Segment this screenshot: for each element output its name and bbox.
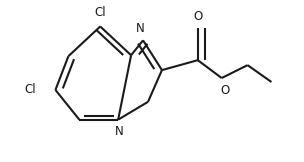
Text: Cl: Cl <box>24 83 36 96</box>
Text: O: O <box>193 10 202 23</box>
Text: O: O <box>221 84 230 97</box>
Text: N: N <box>136 22 144 35</box>
Text: Cl: Cl <box>95 6 106 18</box>
Text: N: N <box>115 125 124 138</box>
